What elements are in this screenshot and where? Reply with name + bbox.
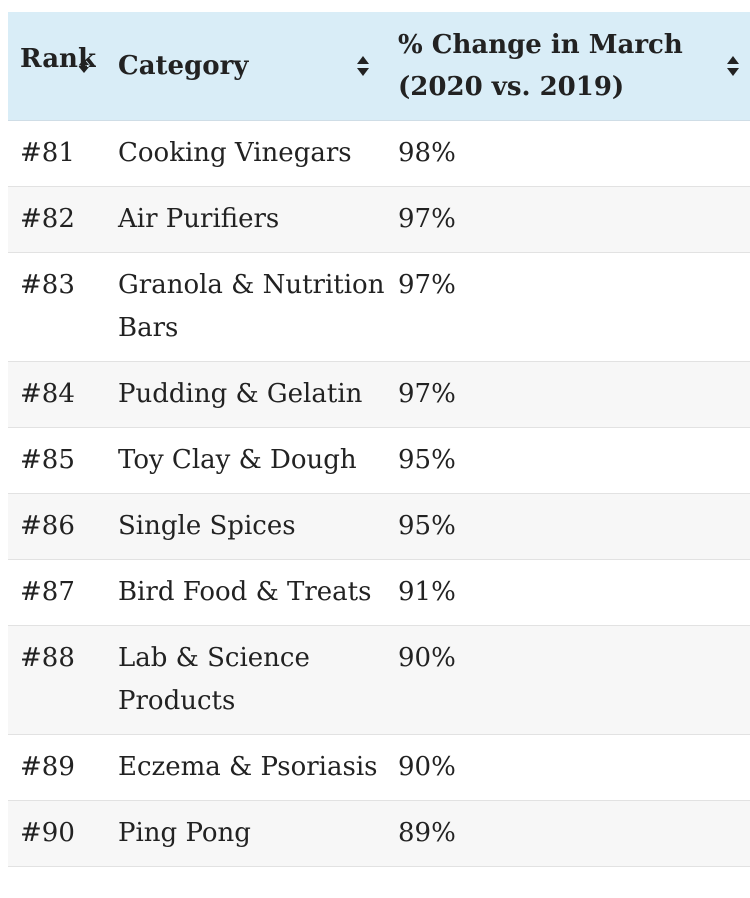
ranking-table-container: Rank Category % Change in March (2020 vs… (8, 12, 750, 867)
category-cell: Granola & Nutrition Bars (106, 251, 386, 361)
change-cell: 91% (386, 558, 750, 625)
table-row: #85 Toy Clay & Dough 95% (8, 426, 750, 493)
table-row: #81 Cooking Vinegars 98% (8, 119, 750, 186)
change-cell: 97% (386, 251, 750, 361)
category-cell: Pudding & Gelatin (106, 360, 386, 427)
table-row: #86 Single Spices 95% (8, 492, 750, 559)
rank-cell: #85 (8, 426, 106, 493)
table-row: #88 Lab & Science Products 90% (8, 624, 750, 734)
rank-cell: #86 (8, 492, 106, 559)
sort-icon[interactable] (726, 55, 740, 77)
table-row: #90 Ping Pong 89% (8, 799, 750, 867)
change-cell: 97% (386, 360, 750, 427)
category-cell: Bird Food & Treats (106, 558, 386, 625)
rank-cell: #89 (8, 733, 106, 800)
table-row: #87 Bird Food & Treats 91% (8, 558, 750, 625)
rank-cell: #84 (8, 360, 106, 427)
change-header-label: % Change in March (2020 vs. 2019) (398, 29, 683, 102)
sort-icon[interactable] (356, 55, 370, 77)
table-row: #84 Pudding & Gelatin 97% (8, 360, 750, 427)
change-cell: 95% (386, 492, 750, 559)
table-body: #81 Cooking Vinegars 98% #82 Air Purifie… (8, 119, 750, 867)
rank-cell: #88 (8, 624, 106, 734)
change-cell: 98% (386, 119, 750, 186)
change-cell: 90% (386, 733, 750, 800)
category-cell: Cooking Vinegars (106, 119, 386, 186)
category-cell: Air Purifiers (106, 185, 386, 252)
category-cell: Toy Clay & Dough (106, 426, 386, 493)
rank-cell: #81 (8, 119, 106, 186)
rank-cell: #83 (8, 251, 106, 361)
category-column-header[interactable]: Category (106, 12, 386, 121)
change-cell: 95% (386, 426, 750, 493)
table-header: Rank Category % Change in March (2020 vs… (8, 12, 750, 121)
category-cell: Single Spices (106, 492, 386, 559)
category-cell: Eczema & Psoriasis (106, 733, 386, 800)
rank-column-header[interactable]: Rank (8, 12, 106, 121)
change-cell: 89% (386, 799, 750, 867)
category-cell: Ping Pong (106, 799, 386, 867)
ranking-table: Rank Category % Change in March (2020 vs… (8, 12, 750, 867)
category-cell: Lab & Science Products (106, 624, 386, 734)
change-cell: 97% (386, 185, 750, 252)
rank-cell: #90 (8, 799, 106, 867)
header-row: Rank Category % Change in March (2020 vs… (8, 12, 750, 121)
sort-icon[interactable] (78, 58, 90, 74)
table-row: #83 Granola & Nutrition Bars 97% (8, 251, 750, 361)
table-row: #89 Eczema & Psoriasis 90% (8, 733, 750, 800)
rank-cell: #82 (8, 185, 106, 252)
table-row: #82 Air Purifiers 97% (8, 185, 750, 252)
change-cell: 90% (386, 624, 750, 734)
change-column-header[interactable]: % Change in March (2020 vs. 2019) (386, 12, 750, 121)
rank-cell: #87 (8, 558, 106, 625)
category-header-label: Category (118, 50, 249, 81)
